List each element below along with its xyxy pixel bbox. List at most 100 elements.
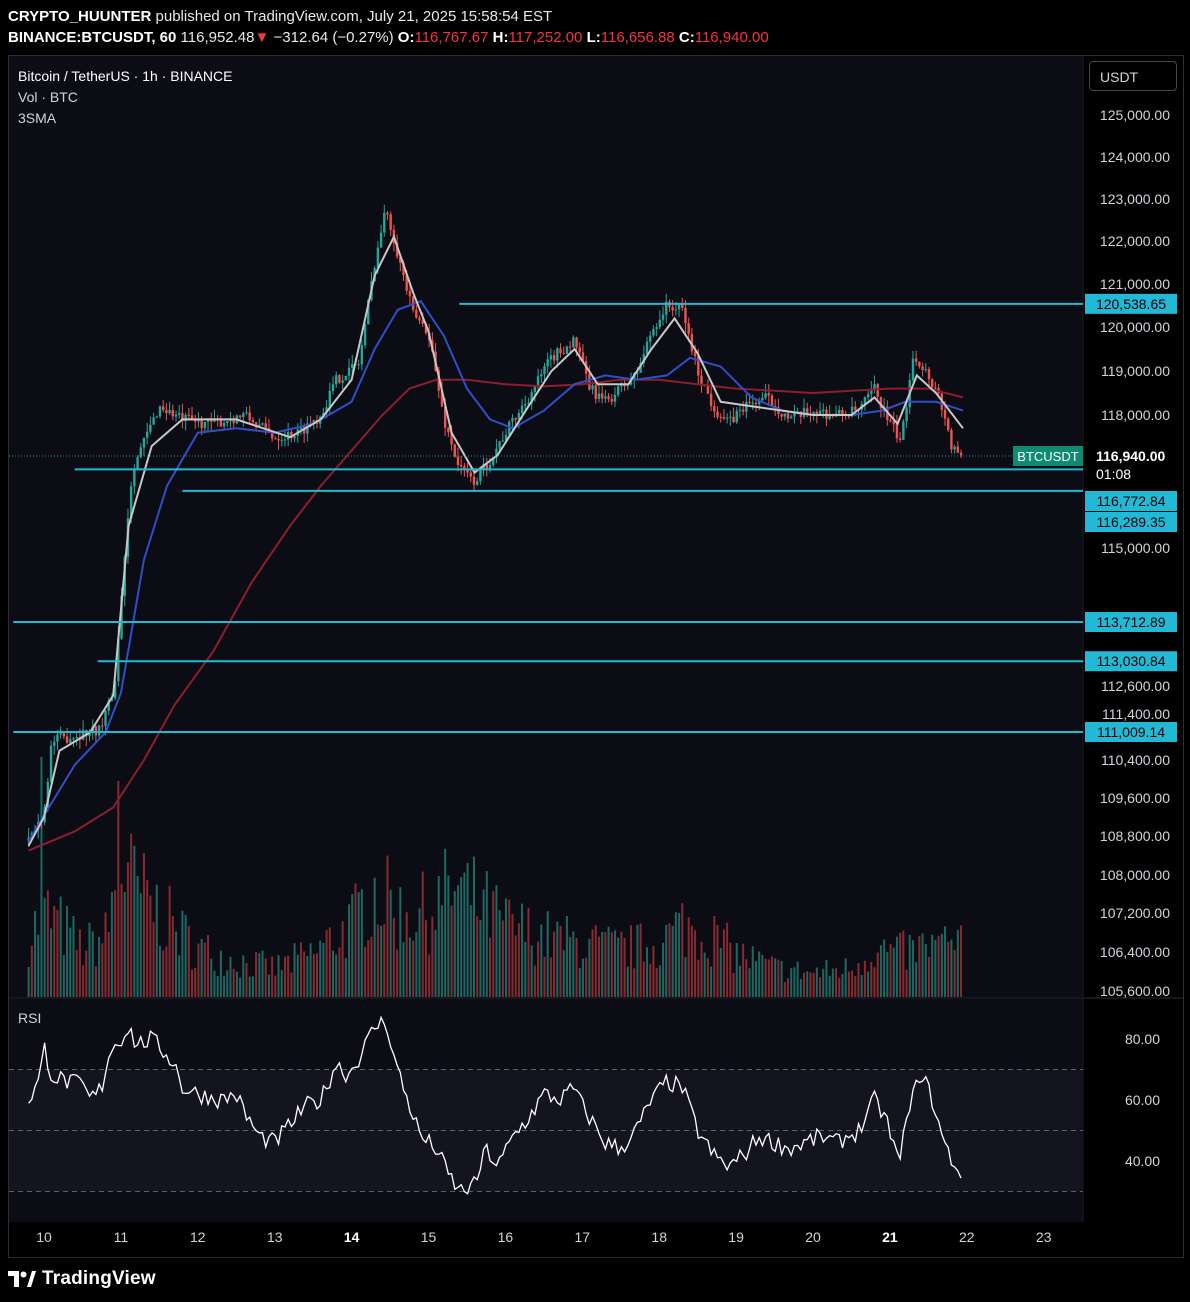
candle-body: [642, 354, 646, 363]
candle-body: [514, 418, 517, 420]
y-tick-label: 115,000.00: [1101, 540, 1170, 556]
candle-body: [905, 407, 908, 422]
legend-title: Bitcoin / TetherUS · 1h · BINANCE: [18, 68, 233, 84]
candle-body: [53, 741, 56, 746]
high-value: 117,252.00: [508, 29, 583, 46]
volume-bar: [178, 955, 181, 997]
candle-body: [306, 423, 309, 434]
candle-body: [850, 406, 854, 417]
volume-bar: [931, 934, 934, 997]
volume-bar: [553, 931, 556, 997]
candle-body: [950, 429, 953, 450]
volume-bar: [684, 956, 687, 997]
candle-body: [838, 409, 841, 414]
volume-bar: [175, 931, 178, 997]
candle-body: [517, 412, 521, 420]
volume-bar: [101, 943, 104, 997]
candle-body: [149, 424, 152, 432]
volume-bar: [46, 890, 49, 997]
candle-body: [72, 738, 75, 740]
y-tick-label: 124,000.00: [1100, 149, 1170, 165]
candle-body: [597, 393, 601, 399]
volume-bar: [82, 965, 85, 997]
volume-bar: [239, 977, 242, 997]
volume-bar: [194, 967, 197, 997]
symbol-line: BINANCE:BTCUSDT, 60: [8, 29, 177, 46]
volume-bar: [498, 910, 501, 997]
candle-body: [530, 392, 533, 404]
volume-bar: [543, 956, 546, 997]
candle-body: [56, 734, 59, 742]
volume-bar: [863, 960, 866, 997]
volume-bar: [335, 954, 338, 997]
candle-body: [174, 414, 178, 417]
volume-bar: [665, 924, 668, 997]
volume-bar: [152, 922, 155, 997]
candle-body: [690, 333, 694, 352]
y-tick-label: 123,000.00: [1100, 191, 1170, 207]
volume-bar: [787, 978, 790, 997]
volume-bar: [806, 971, 809, 997]
volume-bar: [745, 959, 748, 997]
candle-body: [793, 412, 796, 417]
volume-bar: [578, 967, 581, 997]
candle-body: [395, 242, 399, 257]
volume-bar: [261, 950, 264, 997]
candle-body: [626, 384, 629, 387]
volume-bar: [681, 903, 684, 997]
candle-body: [873, 384, 876, 391]
published-text: published on TradingView.com, July 21, 2…: [155, 8, 553, 25]
candle-body: [65, 736, 69, 743]
candle-body: [636, 372, 639, 374]
volume-bar: [98, 936, 101, 997]
candle-body: [562, 353, 565, 355]
level-tag-label: 113,712.89: [1096, 614, 1165, 630]
volume-bar: [927, 956, 930, 997]
volume-bar: [66, 905, 69, 997]
candle-body: [693, 351, 697, 357]
candle-body: [735, 410, 738, 423]
high-label: H:: [492, 29, 509, 46]
publisher-name[interactable]: CRYPTO_HUUNTER: [8, 8, 152, 25]
x-tick-label: 12: [190, 1229, 206, 1245]
candle-body: [254, 422, 258, 428]
volume-bar: [315, 953, 318, 997]
candle-body: [841, 409, 844, 415]
candle-body: [270, 432, 274, 439]
volume-bar: [277, 955, 280, 997]
candle-body: [101, 725, 104, 727]
volume-bar: [706, 958, 709, 997]
volume-bar: [226, 970, 229, 997]
volume-bar: [889, 944, 892, 997]
volume-bar: [732, 972, 735, 997]
candle-body: [924, 369, 927, 371]
volume-bar: [546, 911, 549, 997]
candle-body: [402, 262, 405, 276]
level-tag-label: 116,772.84: [1096, 493, 1165, 509]
volume-bar: [495, 885, 498, 997]
candle-body: [443, 406, 447, 428]
volume-bar: [130, 833, 133, 997]
candle-body: [447, 427, 450, 433]
volume-bar: [472, 856, 475, 997]
candle-body: [780, 413, 783, 417]
candle-body: [415, 309, 418, 318]
volume-bar: [168, 885, 171, 997]
currency-button[interactable]: USDT: [1089, 61, 1177, 91]
x-tick-label: 11: [114, 1229, 129, 1245]
volume-bar: [617, 937, 620, 997]
candle-body: [245, 412, 248, 414]
y-tick-label: 122,000.00: [1100, 233, 1170, 249]
volume-bar: [857, 963, 860, 997]
volume-bar: [662, 942, 665, 997]
candle-body: [508, 421, 511, 435]
volume-bar: [460, 876, 463, 997]
volume-bar: [293, 943, 296, 997]
volume-bar: [953, 949, 956, 997]
tradingview-logo[interactable]: TradingView: [8, 1266, 156, 1292]
volume-bar: [418, 908, 421, 997]
candle-body: [687, 323, 690, 334]
candle-body: [722, 417, 726, 419]
volume-bar: [133, 845, 136, 997]
